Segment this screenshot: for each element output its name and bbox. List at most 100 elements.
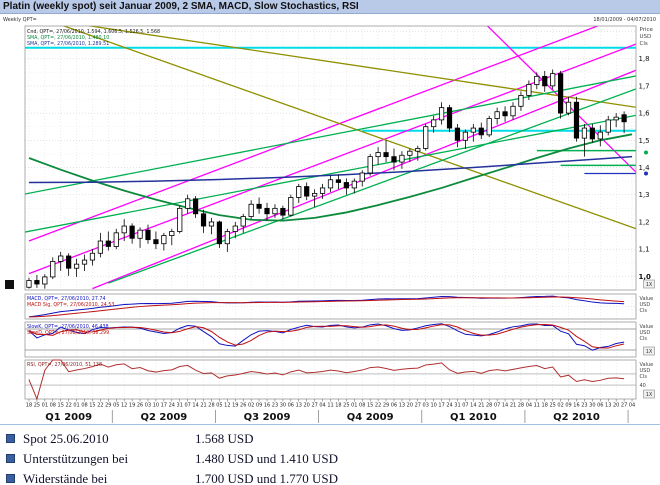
svg-text:01: 01	[73, 403, 79, 409]
trendline-down-magenta	[486, 26, 636, 174]
candlestick	[185, 198, 191, 209]
summary-label: Widerstände bei	[23, 470, 108, 485]
candlestick	[446, 107, 453, 129]
svg-text:1X: 1X	[646, 392, 653, 398]
svg-text:05: 05	[216, 403, 222, 409]
svg-text:06: 06	[288, 403, 294, 409]
svg-text:03: 03	[145, 403, 151, 409]
summary-label: Spot 25.06.2010	[23, 430, 109, 446]
stoch-corner-label: USD	[640, 330, 651, 336]
svg-text:25: 25	[34, 403, 40, 409]
svg-text:07: 07	[494, 403, 500, 409]
svg-text:08: 08	[50, 403, 56, 409]
date-range: 18/01/2009 - 04/07/2010	[593, 17, 656, 23]
svg-text:11: 11	[327, 403, 333, 409]
quarter-label: Q3 2009	[244, 412, 291, 423]
stoch-d-line	[28, 324, 625, 349]
candlestick	[272, 207, 278, 215]
svg-text:22: 22	[65, 403, 71, 409]
candlestick	[565, 101, 572, 114]
rsi-line	[28, 359, 625, 401]
candlestick	[216, 221, 223, 245]
candlestick	[510, 105, 516, 117]
stoch-corner-label: Value	[640, 324, 654, 330]
svg-text:25: 25	[343, 403, 349, 409]
trendline-down-olive-2	[62, 26, 636, 230]
svg-text:21: 21	[478, 403, 484, 409]
svg-text:08: 08	[81, 403, 87, 409]
candlestick	[161, 235, 167, 245]
stoch-corner-label: Cls	[640, 336, 648, 342]
rsi-corner-label: Value	[640, 362, 654, 368]
candlestick	[454, 127, 461, 141]
svg-text:20: 20	[613, 403, 619, 409]
candlestick	[280, 207, 286, 216]
candlestick	[89, 252, 96, 261]
candlestick	[518, 95, 524, 107]
candlestick	[431, 119, 437, 128]
sma-short-curve	[28, 133, 633, 222]
svg-text:28: 28	[486, 403, 492, 409]
summary-panel: Spot 25.06.2010 1.568 USD Unterstützunge…	[0, 424, 660, 485]
svg-text:30: 30	[589, 403, 595, 409]
stoch-panel-border	[24, 321, 637, 358]
candlestick	[558, 73, 564, 114]
svg-text:20: 20	[407, 403, 413, 409]
candlestick	[81, 259, 88, 265]
svg-text:20: 20	[304, 403, 310, 409]
candlestick	[232, 225, 238, 232]
svg-text:29: 29	[105, 403, 111, 409]
svg-text:12: 12	[224, 403, 230, 409]
summary-value: 1.700 USD und 1.770 USD	[195, 470, 339, 485]
candlestick	[399, 154, 405, 163]
svg-text:06: 06	[597, 403, 603, 409]
svg-text:26: 26	[240, 403, 246, 409]
candlestick	[169, 231, 175, 236]
svg-text:06: 06	[391, 403, 397, 409]
candlestick	[526, 84, 532, 96]
svg-text:11: 11	[534, 403, 540, 409]
title-bar: Platin (weekly spot) seit Januar 2009, 2…	[0, 0, 660, 14]
bullet-icon	[6, 454, 15, 463]
candlestick	[312, 192, 318, 197]
svg-text:08: 08	[359, 403, 365, 409]
candlestick	[550, 73, 556, 87]
candlestick	[66, 255, 72, 269]
svg-text:27: 27	[311, 403, 317, 409]
candlestick	[200, 213, 207, 227]
svg-text:1,2: 1,2	[639, 218, 650, 226]
svg-text:21: 21	[200, 403, 206, 409]
svg-text:14: 14	[470, 403, 476, 409]
scale-button[interactable]: 1X	[643, 389, 655, 399]
candlestick	[351, 180, 357, 189]
trendline-channel-magenta-2	[28, 26, 600, 242]
svg-text:04: 04	[526, 403, 532, 409]
bullet-icon	[6, 474, 15, 483]
candlestick	[375, 152, 381, 158]
legend-text: Cnd, QPT=, 27/06/2010, 1.594, 1.606.5, 1…	[27, 29, 160, 35]
candlestick	[58, 255, 64, 262]
quarter-axis: Q1 2009 Q2 2009 Q3 2009 Q4 2009 Q1 2010 Q2 20…	[45, 410, 629, 423]
svg-text:25: 25	[549, 403, 555, 409]
svg-text:23: 23	[581, 403, 587, 409]
svg-text:29: 29	[383, 403, 389, 409]
svg-text:15: 15	[89, 403, 95, 409]
svg-text:22: 22	[97, 403, 103, 409]
candlestick	[319, 187, 326, 194]
trendline-up-green-1	[25, 75, 636, 195]
svg-text:04: 04	[629, 403, 635, 409]
svg-text:1,5: 1,5	[639, 137, 650, 145]
candlestick	[335, 179, 342, 183]
candlestick	[359, 172, 365, 182]
svg-text:13: 13	[605, 403, 611, 409]
svg-text:USD: USD	[640, 34, 652, 40]
legend-text: SlowK, QPT=, 27/06/2010, 46.438	[27, 324, 109, 330]
svg-text:14: 14	[502, 403, 508, 409]
scale-button[interactable]: 1X	[643, 346, 655, 356]
scale-button[interactable]: 1X	[643, 279, 655, 289]
candlestick	[105, 240, 111, 247]
rsi-level-label: 40	[640, 383, 646, 389]
candlestick	[50, 261, 56, 278]
svg-text:27: 27	[415, 403, 421, 409]
